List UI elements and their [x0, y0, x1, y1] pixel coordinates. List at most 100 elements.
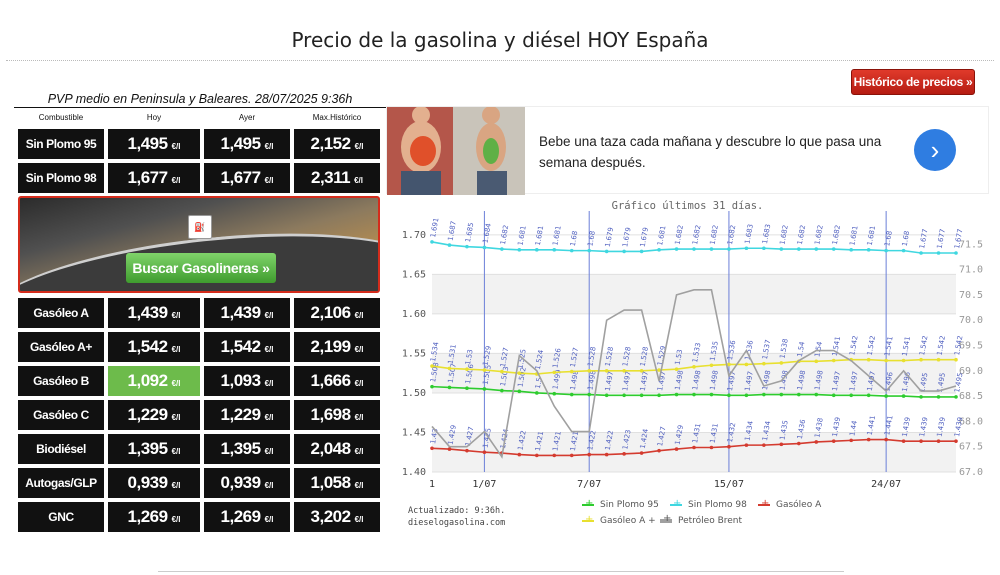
data-label: 1.685 [464, 222, 475, 243]
data-point [465, 244, 469, 249]
data-point [744, 443, 749, 447]
data-point [779, 361, 784, 365]
data-point [622, 369, 626, 373]
data-point [866, 437, 871, 442]
price-unit: €/l [171, 378, 181, 388]
fuel-name-cell: Gasóleo C [18, 400, 104, 430]
legend-item-gasoleo-a-plus[interactable]: Gasóleo A + [582, 514, 656, 526]
price-value: 1,439 [220, 303, 262, 322]
column-header-fuel: Combustible [38, 113, 84, 122]
data-point [727, 247, 731, 251]
data-label: 1.541 [831, 336, 842, 357]
fuel-name: Gasóleo B [33, 374, 89, 388]
price-unit: €/l [354, 446, 364, 456]
data-label: 1.541 [901, 336, 912, 357]
data-point [674, 247, 679, 251]
legend-label: Sin Plomo 98 [688, 500, 747, 510]
data-point [919, 439, 923, 443]
price-value: 2,199 [310, 337, 352, 356]
data-label: 1.422 [516, 430, 527, 451]
data-point [797, 392, 801, 397]
x-tick-label: 1/07 [472, 479, 496, 490]
data-point [692, 392, 696, 397]
data-label: 1.436 [796, 418, 807, 440]
price-unit: €/l [171, 344, 181, 354]
legend-item-brent[interactable]: Petróleo Brent [660, 513, 742, 526]
data-label: 1.508 [429, 362, 440, 383]
data-label: 1.502 [516, 367, 527, 388]
data-label: 1.536 [726, 339, 737, 361]
legend-item-gasoleo-a[interactable]: Gasóleo A [758, 498, 822, 510]
data-point [657, 448, 661, 453]
fuel-name: Sin Plomo 98 [25, 171, 97, 185]
data-label: 1.542 [866, 335, 877, 356]
legend-label: Gasóleo A [776, 500, 822, 510]
data-point [849, 438, 853, 443]
data-point [779, 392, 784, 397]
y-tick-label: 1.45 [402, 427, 426, 438]
price-unit: €/l [171, 310, 181, 320]
data-label: 1.427 [656, 426, 667, 447]
data-point [587, 452, 591, 457]
data-point [517, 248, 522, 252]
data-point [884, 394, 888, 398]
data-point [622, 452, 626, 456]
data-label: 1.505 [481, 364, 492, 385]
data-label: 1.497 [743, 371, 754, 392]
grid-band [432, 313, 956, 354]
price-value: 1,269 [220, 507, 262, 526]
data-label: 1.677 [953, 228, 964, 249]
legend-item-sp98[interactable]: Sin Plomo 98 [670, 498, 747, 510]
data-point [500, 247, 504, 251]
data-label: 1.498 [586, 370, 597, 391]
data-label: 1.528 [604, 346, 615, 367]
data-label: 1.498 [691, 370, 702, 391]
data-point [919, 395, 923, 399]
search-stations-banner[interactable]: ⛽ Buscar Gasolineras » [18, 196, 380, 293]
data-label: 1.542 [936, 335, 947, 356]
price-value: 1,495 [220, 134, 262, 153]
data-point [604, 249, 609, 254]
y2-tick-label: 69.5 [959, 341, 983, 352]
data-point [954, 395, 958, 399]
bottom-divider [158, 571, 844, 572]
data-label: 1.682 [674, 224, 685, 245]
data-point [954, 439, 958, 443]
data-label: 1.498 [761, 370, 772, 391]
search-stations-button[interactable]: Buscar Gasolineras » [126, 253, 276, 283]
data-label: 1.528 [621, 346, 632, 367]
advertisement[interactable]: Bebe una taza cada mañana y descubre lo … [386, 106, 989, 195]
price-value: 2,311 [310, 168, 351, 187]
y2-tick-label: 68.0 [959, 416, 983, 427]
data-point [866, 393, 871, 398]
data-label: 1.679 [621, 227, 632, 248]
price-value: 1,058 [310, 473, 352, 492]
data-point [569, 248, 574, 253]
legend-label: Gasóleo A + [600, 516, 656, 526]
fuel-name-cell: Sin Plomo 98 [18, 163, 104, 193]
data-label: 1.531 [447, 344, 458, 365]
data-point [814, 440, 819, 444]
data-point [762, 443, 766, 447]
data-point [657, 248, 661, 252]
legend-swatch [582, 498, 594, 509]
data-label: 1.681 [866, 225, 877, 246]
price-today-cell: 1,395 €/l [108, 434, 200, 464]
data-label: 1.684 [481, 222, 492, 244]
data-label: 1.682 [813, 224, 824, 245]
legend-swatch [670, 498, 682, 509]
page-title: Precio de la gasolina y diésel HOY Españ… [291, 28, 709, 52]
history-prices-button[interactable]: Histórico de precios » [851, 69, 975, 95]
ad-text[interactable]: Bebe una taza cada mañana y descubre lo … [539, 134, 882, 170]
column-header-today: Hoy [146, 113, 162, 122]
price-yesterday-cell: 1,229 €/l [204, 400, 290, 430]
data-label: 1.439 [953, 416, 964, 437]
price-value: 1,677 [127, 168, 169, 187]
chevron-right-icon[interactable]: › [914, 129, 956, 171]
price-yesterday-cell: 1,542 €/l [204, 332, 290, 362]
data-point [674, 447, 679, 451]
data-point [849, 248, 853, 252]
data-label: 1.44 [848, 419, 859, 436]
legend-item-sp95[interactable]: Sin Plomo 95 [582, 498, 659, 510]
data-point [447, 366, 452, 371]
